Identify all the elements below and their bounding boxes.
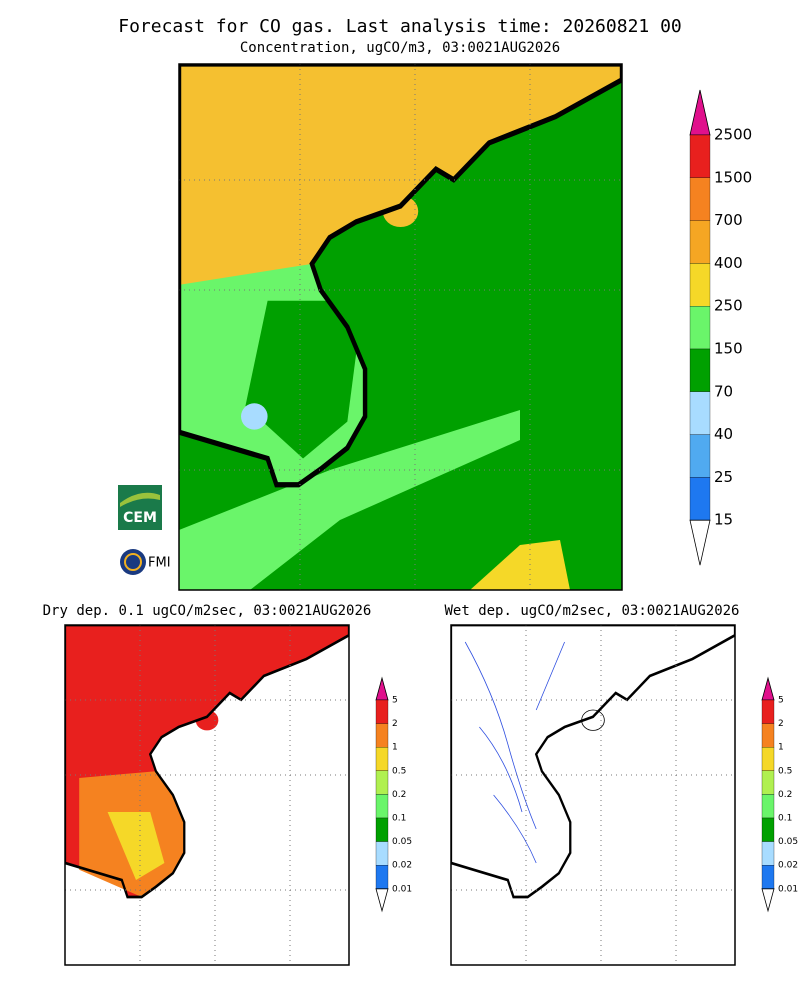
colorbar-segment bbox=[761, 794, 775, 819]
colorbar-label: 250 bbox=[714, 297, 743, 315]
cem-logo: CEM bbox=[118, 485, 162, 530]
colorbar-label: 70 bbox=[714, 382, 733, 400]
colorbar-segment bbox=[689, 220, 711, 264]
dry-title: Dry dep. 0.1 ugCO/m2sec, 03:0021AUG2026 bbox=[43, 603, 372, 619]
subtitle: Concentration, ugCO/m3, 03:0021AUG2026 bbox=[240, 40, 560, 56]
colorbar-label: 0.1 bbox=[778, 814, 792, 824]
colorbar-label: 1500 bbox=[714, 168, 752, 186]
colorbar-segment bbox=[761, 865, 775, 889]
colorbar-segment bbox=[375, 699, 389, 724]
colorbar-segment bbox=[375, 747, 389, 771]
colorbar-label: 0.5 bbox=[392, 766, 406, 776]
colorbar-label: 1 bbox=[392, 743, 398, 753]
colorbar-over bbox=[761, 676, 775, 701]
colorbar-segment bbox=[761, 699, 775, 724]
colorbar-label: 150 bbox=[714, 340, 743, 358]
colorbar-label: 2 bbox=[392, 719, 398, 729]
colorbar-segment bbox=[689, 391, 711, 435]
colorbar-label: 0.1 bbox=[392, 814, 406, 824]
colorbar-label: 0.2 bbox=[392, 790, 406, 800]
colorbar-label: 15 bbox=[714, 511, 733, 529]
colorbar-label: 2500 bbox=[714, 126, 752, 144]
cem-text: CEM bbox=[123, 510, 157, 526]
colorbar-over bbox=[689, 89, 711, 136]
colorbar-label: 0.05 bbox=[778, 837, 798, 847]
colorbar-label: 0.02 bbox=[778, 861, 798, 871]
colorbar-label: 5 bbox=[392, 696, 398, 706]
colorbar-label: 0.05 bbox=[392, 837, 412, 847]
colorbar-segment bbox=[689, 348, 711, 392]
main-map bbox=[179, 64, 622, 590]
colorbar-segment bbox=[375, 841, 389, 866]
colorbar-segment bbox=[761, 770, 775, 795]
fmi-text: FMI bbox=[148, 556, 171, 571]
colorbar-label: 700 bbox=[714, 211, 743, 229]
colorbar-label: 1 bbox=[778, 743, 784, 753]
colorbar-segment bbox=[375, 723, 389, 748]
colorbar-segment bbox=[689, 263, 711, 307]
colorbar-segment bbox=[375, 817, 389, 842]
colorbar-segment bbox=[375, 770, 389, 795]
colorbar-segment bbox=[689, 477, 711, 521]
colorbar-segment bbox=[375, 794, 389, 819]
colorbar-label: 0.02 bbox=[392, 861, 412, 871]
colorbar-segment bbox=[689, 434, 711, 478]
colorbar-segment bbox=[375, 865, 389, 889]
colorbar-label: 5 bbox=[778, 696, 784, 706]
colorbar-under bbox=[375, 888, 389, 913]
fmi-logo: FMI bbox=[120, 549, 171, 575]
colorbar-segment bbox=[689, 134, 711, 178]
wet-title: Wet dep. ugCO/m2sec, 03:0021AUG2026 bbox=[444, 603, 739, 619]
colorbar-label: 0.5 bbox=[778, 766, 792, 776]
wet-map bbox=[451, 625, 735, 965]
colorbar-segment bbox=[761, 747, 775, 771]
colorbar-segment bbox=[689, 306, 711, 350]
colorbar-segment bbox=[689, 177, 711, 221]
colorbar-under bbox=[689, 519, 711, 566]
colorbar-label: 2 bbox=[778, 719, 784, 729]
colorbar-segment bbox=[761, 817, 775, 842]
colorbar-label: 25 bbox=[714, 468, 733, 486]
colorbar-under bbox=[761, 888, 775, 913]
colorbar-label: 40 bbox=[714, 425, 733, 443]
colorbar-segment bbox=[761, 723, 775, 748]
title: Forecast for CO gas. Last analysis time:… bbox=[118, 16, 682, 37]
colorbar-label: 400 bbox=[714, 254, 743, 272]
colorbar-label: 0.2 bbox=[778, 790, 792, 800]
dry-map bbox=[65, 625, 349, 965]
colorbar-label: 0.01 bbox=[392, 884, 412, 894]
colorbar-over bbox=[375, 676, 389, 701]
colorbar-segment bbox=[761, 841, 775, 866]
colorbar-label: 0.01 bbox=[778, 884, 798, 894]
